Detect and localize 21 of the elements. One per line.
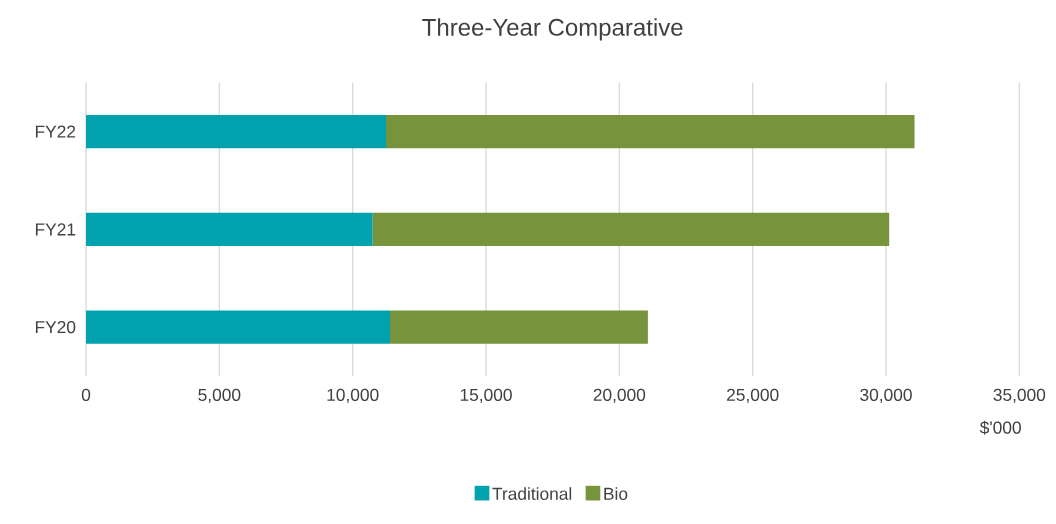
bar xyxy=(386,114,915,149)
x-axis-title: $'000 xyxy=(979,420,1021,435)
bar xyxy=(86,212,373,246)
x-tick-label: 5,000 xyxy=(198,388,241,404)
x-tick-label: 25,000 xyxy=(727,388,779,404)
legend-label: Traditional xyxy=(492,487,572,500)
bar xyxy=(390,310,648,344)
x-tick-label: 10,000 xyxy=(327,388,379,404)
x-tick-label: 0 xyxy=(81,388,91,401)
y-tick-label: FY20 xyxy=(35,320,76,334)
bar xyxy=(86,114,387,149)
y-tick-label: FY21 xyxy=(35,223,76,236)
bar xyxy=(372,212,890,246)
x-tick-label: 15,000 xyxy=(460,388,512,404)
y-tick-label: FY22 xyxy=(35,125,76,138)
chart-title: Three-Year Comparative xyxy=(422,18,683,41)
x-tick-label: 35,000 xyxy=(993,388,1046,404)
legend-label: Bio xyxy=(604,487,628,500)
x-tick-label: 20,000 xyxy=(593,388,646,404)
bar xyxy=(86,310,391,344)
x-tick-label: 30,000 xyxy=(860,388,912,404)
